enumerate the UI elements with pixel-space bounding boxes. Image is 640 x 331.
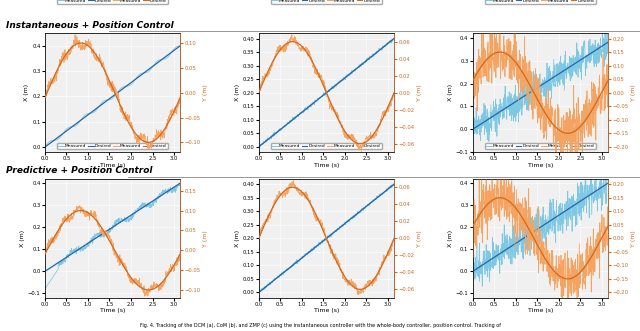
Y-axis label: X (m): X (m) bbox=[448, 230, 453, 247]
Y-axis label: X (m): X (m) bbox=[448, 84, 453, 101]
Legend: Measured, Desired, Measured, Desired: Measured, Desired, Measured, Desired bbox=[271, 0, 381, 4]
X-axis label: Time (s): Time (s) bbox=[314, 163, 339, 168]
Y-axis label: Y (m): Y (m) bbox=[417, 84, 422, 101]
Legend: Measured, Desired, Measured, Desired: Measured, Desired, Measured, Desired bbox=[57, 143, 168, 149]
Y-axis label: Y (m): Y (m) bbox=[631, 230, 636, 247]
Y-axis label: X (m): X (m) bbox=[20, 230, 25, 247]
Y-axis label: Y (m): Y (m) bbox=[417, 230, 422, 247]
X-axis label: Time (s): Time (s) bbox=[527, 308, 553, 313]
Title: (a) DCM: (a) DCM bbox=[95, 189, 130, 198]
Text: Fig. 4. Tracking of the DCM (a), CoM (b), and ZMP (c) using the instantaneous co: Fig. 4. Tracking of the DCM (a), CoM (b)… bbox=[140, 323, 500, 328]
Title: (c) ZMP: (c) ZMP bbox=[524, 189, 557, 198]
Y-axis label: X (m): X (m) bbox=[24, 84, 29, 101]
X-axis label: Time (s): Time (s) bbox=[100, 308, 125, 313]
Title: (b) CoM: (b) CoM bbox=[310, 189, 343, 198]
Y-axis label: Y (m): Y (m) bbox=[204, 230, 208, 247]
Legend: Measured, Desired, Measured, Desired: Measured, Desired, Measured, Desired bbox=[485, 0, 596, 4]
Y-axis label: X (m): X (m) bbox=[235, 84, 240, 101]
Y-axis label: Y (m): Y (m) bbox=[204, 84, 208, 101]
Y-axis label: Y (m): Y (m) bbox=[631, 84, 636, 101]
Text: Instantaneous + Position Control: Instantaneous + Position Control bbox=[6, 21, 174, 30]
X-axis label: Time (s): Time (s) bbox=[527, 163, 553, 168]
Y-axis label: X (m): X (m) bbox=[235, 230, 240, 247]
X-axis label: Time (s): Time (s) bbox=[314, 308, 339, 313]
X-axis label: Time (s): Time (s) bbox=[100, 163, 125, 168]
Legend: Measured, Desired, Measured, Desired: Measured, Desired, Measured, Desired bbox=[485, 143, 596, 149]
Text: Predictive + Position Control: Predictive + Position Control bbox=[6, 166, 153, 175]
Legend: Measured, Desired, Measured, Desired: Measured, Desired, Measured, Desired bbox=[271, 143, 381, 149]
Legend: Measured, Desired, Measured, Desired: Measured, Desired, Measured, Desired bbox=[57, 0, 168, 4]
